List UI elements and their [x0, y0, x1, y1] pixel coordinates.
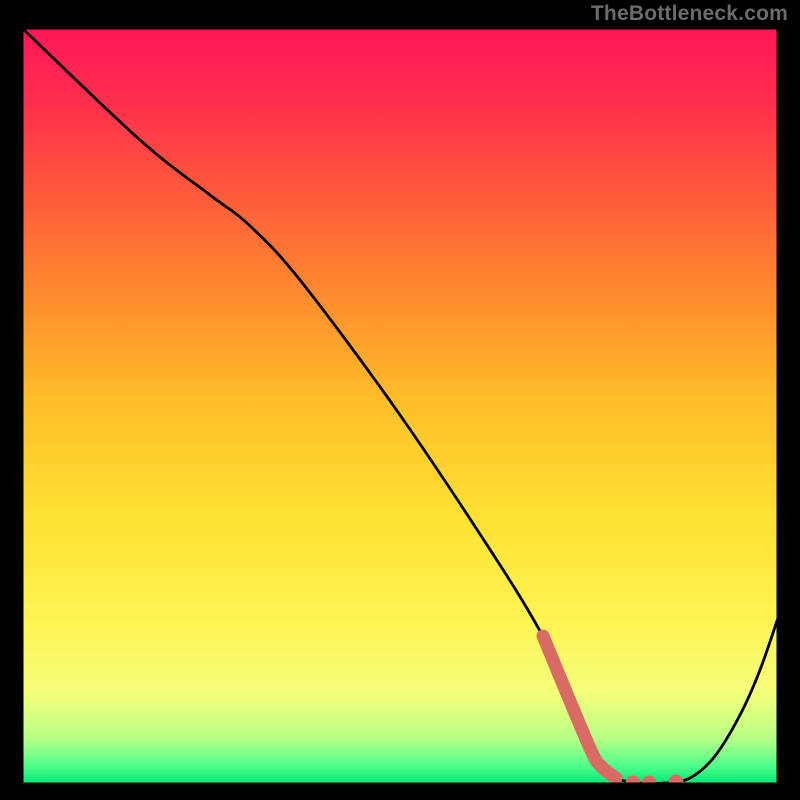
watermark-text: TheBottleneck.com [591, 2, 788, 26]
highlight-dot [669, 775, 684, 790]
gradient-background [22, 28, 778, 784]
bottleneck-chart [0, 0, 800, 800]
chart-container: TheBottleneck.com [0, 0, 800, 800]
